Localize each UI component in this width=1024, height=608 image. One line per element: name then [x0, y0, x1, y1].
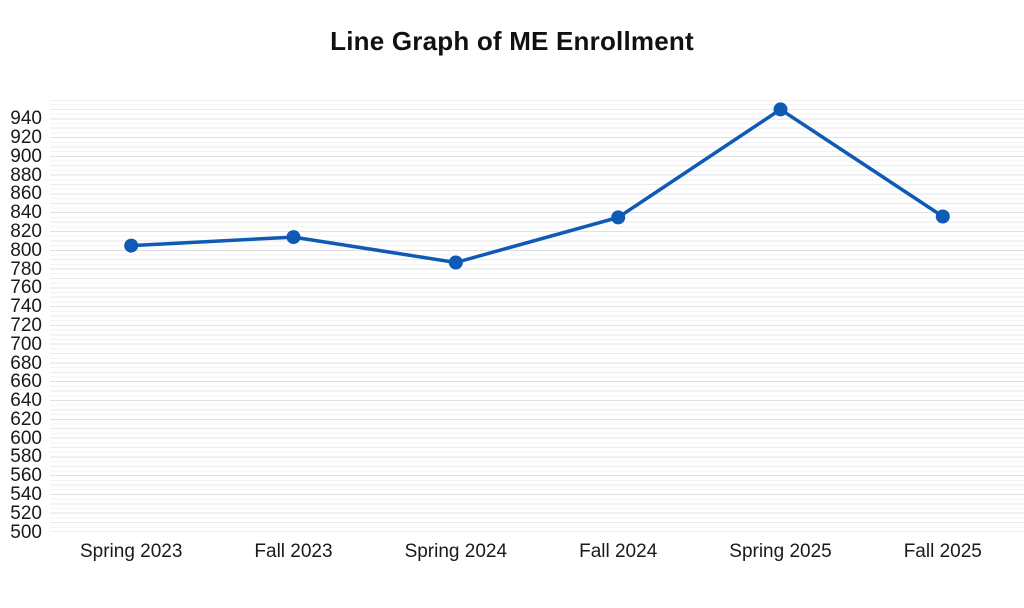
series-line — [129, 107, 945, 265]
y-tick-label: 620 — [10, 408, 42, 430]
data-point — [935, 209, 950, 224]
x-tick-label: Fall 2025 — [903, 541, 982, 562]
y-tick-label: 580 — [10, 446, 42, 468]
y-tick-label: 860 — [10, 183, 42, 205]
data-point — [773, 102, 788, 117]
y-tick-label: 680 — [10, 352, 42, 374]
y-tick-label: 900 — [10, 145, 42, 167]
y-tick-label: 780 — [10, 258, 42, 280]
y-tick-label: 700 — [10, 333, 42, 355]
y-tick-label: 660 — [10, 371, 42, 393]
x-axis: Spring 2023 Fall 2023 Spring 2024 Fall 2024… — [50, 540, 1024, 568]
data-point — [124, 238, 139, 253]
y-tick-label: 560 — [10, 465, 42, 487]
y-tick-label: 600 — [10, 427, 42, 449]
y-tick-label: 820 — [10, 221, 42, 242]
y-tick-label: 920 — [10, 127, 42, 149]
y-tick-label: 840 — [10, 202, 42, 224]
y-tick-label: 640 — [10, 390, 42, 411]
y-tick-label: 540 — [10, 483, 42, 505]
x-tick-label: Fall 2023 — [254, 541, 333, 562]
data-point — [448, 255, 463, 270]
x-tick-label: Spring 2023 — [79, 541, 183, 562]
data-point — [611, 210, 626, 225]
y-tick-label: 520 — [10, 502, 42, 524]
x-tick-label: Spring 2025 — [729, 541, 832, 562]
x-tick-label: Spring 2024 — [404, 541, 508, 562]
data-point — [286, 230, 301, 245]
y-tick-label: 740 — [10, 296, 42, 318]
plot-area — [50, 100, 1024, 532]
y-axis: 500 520 540 560 580 600 620 640 660 680 700 720 740 7… — [0, 100, 44, 542]
y-tick-label: 760 — [10, 277, 42, 299]
chart-title: Line Graph of ME Enrollment — [330, 26, 694, 56]
y-tick-label: 720 — [10, 314, 42, 336]
x-tick-label: Fall 2024 — [579, 541, 658, 562]
y-tick-label: 880 — [10, 164, 42, 186]
y-tick-label: 800 — [10, 239, 42, 261]
y-tick-label: 500 — [10, 521, 42, 543]
y-tick-label: 940 — [10, 108, 42, 130]
